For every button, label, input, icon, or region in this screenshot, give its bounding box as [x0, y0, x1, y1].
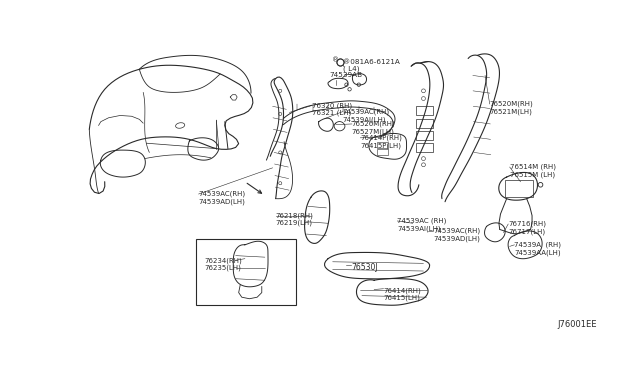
- Text: J76001EE: J76001EE: [557, 320, 597, 328]
- Text: 76530J: 76530J: [351, 263, 378, 272]
- Bar: [416, 106, 433, 115]
- Bar: [505, 180, 533, 197]
- Text: 74539AC (RH)
74539AI(LH): 74539AC (RH) 74539AI(LH): [397, 218, 447, 232]
- Bar: [416, 119, 433, 128]
- Text: 76414P(RH)
76415P(LH): 76414P(RH) 76415P(LH): [360, 135, 402, 149]
- Text: 76716(RH)
76717(LH): 76716(RH) 76717(LH): [508, 221, 546, 235]
- Text: ®: ®: [332, 58, 339, 64]
- Text: 74539AC(RH)
74539AI(LH): 74539AC(RH) 74539AI(LH): [342, 109, 390, 122]
- Text: 76320 (RH)
76321 (LH): 76320 (RH) 76321 (LH): [312, 102, 352, 116]
- Text: 74539AC(RH)
74539AD(LH): 74539AC(RH) 74539AD(LH): [433, 228, 481, 242]
- Bar: [416, 131, 433, 140]
- Text: 76526M(RH)
76527M(LH): 76526M(RH) 76527M(LH): [352, 121, 396, 135]
- Bar: [378, 150, 388, 155]
- Text: 76520M(RH)
76521M(LH): 76520M(RH) 76521M(LH): [490, 101, 534, 115]
- Bar: [416, 143, 433, 153]
- Text: 74539AB: 74539AB: [330, 73, 363, 78]
- Text: 76218(RH)
76219(LH): 76218(RH) 76219(LH): [276, 212, 314, 227]
- Bar: [196, 239, 296, 305]
- Text: 76514M (RH)
76515M (LH): 76514M (RH) 76515M (LH): [509, 164, 556, 178]
- Text: ®081A6-6121A
( L4): ®081A6-6121A ( L4): [344, 58, 400, 72]
- Text: 74539A  (RH)
74539AA(LH): 74539A (RH) 74539AA(LH): [515, 242, 561, 256]
- Bar: [378, 142, 388, 148]
- Text: 76234(RH)
76235(LH): 76234(RH) 76235(LH): [204, 257, 242, 271]
- Text: 76414(RH)
76415(LH): 76414(RH) 76415(LH): [383, 287, 421, 301]
- Text: 74539AC(RH)
74539AD(LH): 74539AC(RH) 74539AD(LH): [198, 191, 246, 205]
